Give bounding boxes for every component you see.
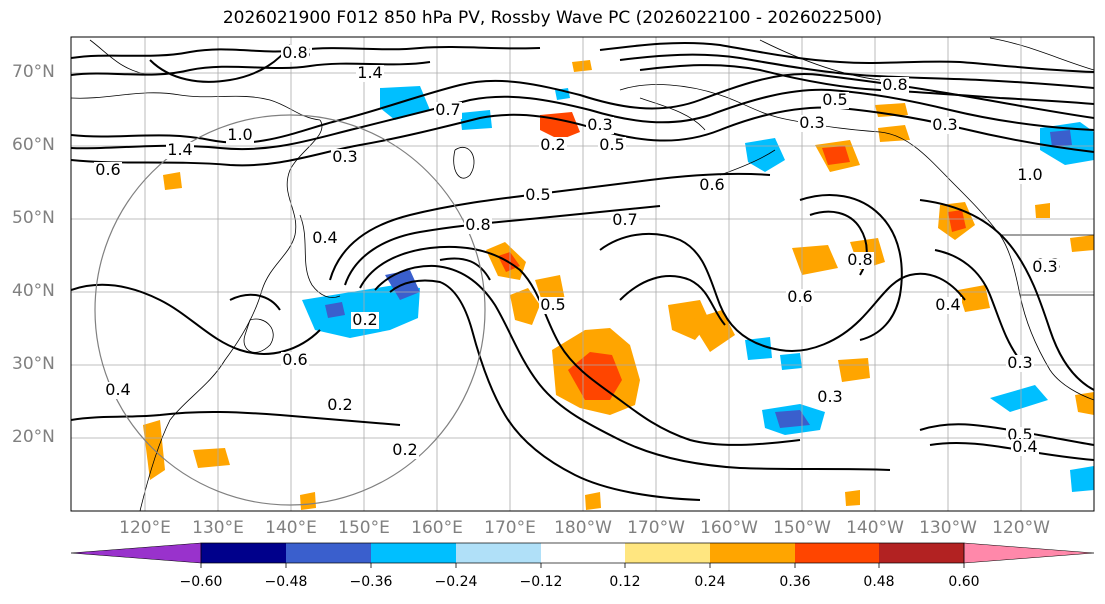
contour-label: 0.8: [882, 75, 907, 94]
colorbar-tick: −0.60: [179, 574, 223, 590]
contour-label: 0.7: [612, 210, 637, 229]
colorbar-bin: [625, 543, 710, 563]
contour-label: 0.5: [525, 185, 550, 204]
contour-label: 0.6: [282, 350, 307, 369]
colorbar-tick: −0.48: [264, 574, 308, 590]
lon-label-130w: 130°W: [919, 518, 977, 538]
lon-label-160e: 160°E: [411, 518, 463, 538]
lon-label-160w: 160°W: [700, 518, 758, 538]
lon-label-170w: 170°W: [627, 518, 685, 538]
colorbar-tick: 0.48: [863, 574, 895, 590]
colorbar: [70, 542, 1095, 568]
lon-label-170e: 170°E: [484, 518, 536, 538]
contour-label: 0.2: [540, 135, 565, 154]
lon-label-140e: 140°E: [265, 518, 317, 538]
contour-label: 0.4: [935, 295, 960, 314]
colorbar-bin: [795, 543, 879, 563]
colorbar-low-extension: [70, 542, 202, 564]
reference-circle: [94, 114, 486, 506]
colorbar-bin: [879, 543, 964, 563]
lon-label-140w: 140°W: [846, 518, 904, 538]
contour-label: 0.2: [392, 440, 417, 459]
colorbar-tick: −0.12: [519, 574, 563, 590]
colorbar-bin: [456, 543, 541, 563]
map-title: 2026021900 F012 850 hPa PV, Rossby Wave …: [222, 8, 883, 28]
lat-label-60n: 60°N: [12, 135, 55, 155]
contour-label: 0.2: [327, 395, 352, 414]
colorbar-bin: [201, 543, 286, 563]
colorbar-bin: [710, 543, 795, 563]
colorbar-tick: 0.12: [609, 574, 641, 590]
contour-label: 0.8: [282, 43, 307, 62]
colorbar-tick: 0.60: [948, 574, 980, 590]
contour-label: 1.0: [1017, 165, 1042, 184]
map-frame: [70, 36, 1095, 512]
contour-label: 0.7: [435, 100, 460, 119]
lon-label-130e: 130°E: [192, 518, 244, 538]
contour-label: 1.4: [357, 63, 382, 82]
colorbar-bin: [371, 543, 456, 563]
contour-label: 1.4: [167, 140, 192, 159]
contour-label: 0.3: [817, 387, 842, 406]
colorbar-bin: [286, 543, 371, 563]
colorbar-tick: 0.36: [779, 574, 811, 590]
contour-label: 0.3: [1007, 353, 1032, 372]
contour-label: 0.3: [587, 115, 612, 134]
contour-label: 1.0: [227, 125, 252, 144]
contour-label: 0.3: [799, 113, 824, 132]
contour-label: 0.6: [787, 287, 812, 306]
lat-label-70n: 70°N: [12, 62, 55, 82]
pv-contours: [71, 41, 1094, 501]
contour-label: 0.5: [822, 90, 847, 109]
contour-label: 0.2: [352, 310, 377, 329]
lat-label-40n: 40°N: [12, 281, 55, 301]
lon-label-120e: 120°E: [119, 518, 171, 538]
lat-label-50n: 50°N: [12, 208, 55, 228]
contour-label: 0.3: [1032, 257, 1057, 276]
colorbar-bin: [541, 543, 625, 563]
graticule: [71, 37, 1094, 511]
contour-label: 0.8: [847, 250, 872, 269]
contour-label: 0.5: [540, 295, 565, 314]
contour-label: 0.4: [1012, 437, 1037, 456]
lon-label-150e: 150°E: [338, 518, 390, 538]
contour-label: 0.3: [932, 115, 957, 134]
contour-label: 0.4: [312, 228, 337, 247]
lat-label-30n: 30°N: [12, 354, 55, 374]
contour-label: 0.6: [699, 175, 724, 194]
contour-label: 0.4: [105, 380, 130, 399]
colorbar-tick: −0.36: [349, 574, 393, 590]
lat-label-20n: 20°N: [12, 427, 55, 447]
colorbar-high-extension: [963, 542, 1095, 564]
contour-label: 0.6: [95, 160, 120, 179]
colorbar-tick: −0.24: [434, 574, 478, 590]
contour-label: 0.5: [599, 135, 624, 154]
lon-label-120w: 120°W: [992, 518, 1050, 538]
contour-label: 0.8: [465, 215, 490, 234]
colorbar-tick: 0.24: [694, 574, 726, 590]
lon-label-180w: 180°W: [554, 518, 612, 538]
contour-label: 0.3: [332, 147, 357, 166]
contour-labels: 0.81.40.70.20.50.30.80.50.80.30.31.40.61…: [94, 43, 1062, 459]
lon-label-150w: 150°W: [773, 518, 831, 538]
